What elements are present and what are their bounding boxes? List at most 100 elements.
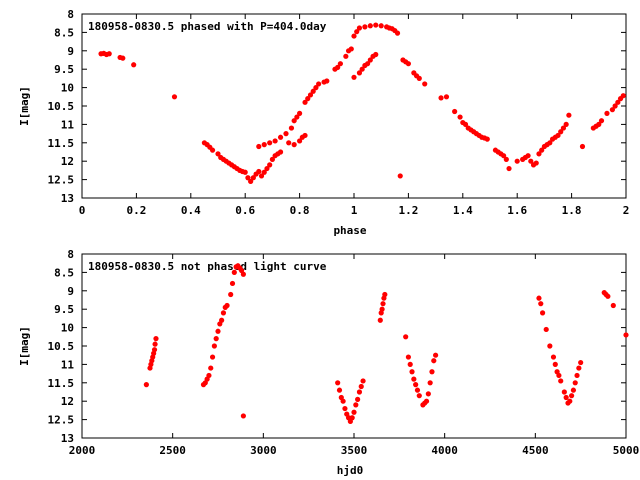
data-point — [560, 125, 567, 131]
data-point — [623, 332, 629, 338]
data-point — [305, 96, 311, 102]
data-point — [411, 376, 417, 382]
data-point — [256, 168, 262, 175]
data-point — [248, 178, 254, 185]
data-point — [556, 372, 562, 379]
plot-frame — [81, 13, 627, 199]
data-point — [215, 151, 221, 157]
y-tick-label: 10.5 — [48, 340, 75, 353]
data-point — [561, 389, 567, 395]
data-point — [291, 118, 297, 124]
data-point — [348, 46, 354, 52]
data-point — [269, 156, 275, 162]
data-point — [335, 64, 341, 70]
data-point — [403, 334, 409, 340]
data-point — [558, 378, 564, 384]
data-point — [359, 66, 365, 72]
data-point — [286, 140, 292, 146]
data-point — [313, 85, 319, 91]
data-point — [354, 29, 360, 35]
y-tick-label: 12.5 — [48, 414, 75, 427]
data-point — [342, 405, 348, 412]
data-point — [514, 158, 520, 164]
y-tick-label: 11.5 — [48, 377, 75, 390]
data-point — [572, 380, 578, 386]
data-point — [228, 291, 234, 298]
y-tick-label: 11 — [61, 358, 75, 371]
chart-title: 180958-0830.5 phased with P=404.0day — [88, 20, 327, 33]
data-point — [425, 391, 431, 397]
data-point — [264, 165, 270, 172]
data-point — [356, 70, 363, 76]
data-point — [503, 156, 509, 162]
x-tick-label: 4000 — [431, 444, 458, 457]
data-point — [547, 140, 553, 146]
data-point — [407, 361, 413, 367]
y-tick-label: 8.5 — [54, 26, 74, 39]
data-point — [543, 326, 549, 333]
data-point — [288, 125, 295, 131]
data-point — [574, 372, 580, 379]
data-point — [501, 153, 507, 159]
data-point — [423, 398, 430, 404]
data-point — [258, 173, 265, 179]
data-point — [367, 23, 373, 29]
y-axis-label: I[mag] — [18, 86, 31, 126]
y-tick-label: 12 — [61, 395, 74, 408]
data-point — [355, 396, 361, 402]
data-point — [356, 25, 363, 31]
data-point — [277, 149, 284, 155]
y-tick-label: 12 — [61, 155, 74, 168]
data-point — [397, 173, 403, 179]
axis-ticks: 0 0.2 0.4 0.6 0.8 1 1.2 1.4 1.6 1.8 2 8 8.5 9 9.5 10 10.… — [48, 8, 630, 217]
data-point — [337, 61, 343, 67]
data-point — [349, 415, 355, 421]
data-point — [224, 302, 230, 309]
data-point — [209, 354, 216, 360]
x-tick-label: 2 — [623, 204, 630, 217]
data-point — [143, 382, 149, 388]
x-tick-label: 1.8 — [562, 204, 582, 217]
data-point — [569, 393, 575, 399]
data-point — [240, 413, 246, 419]
data-point — [538, 301, 544, 307]
data-point — [351, 33, 357, 39]
data-point — [358, 383, 364, 390]
x-tick-label: 0 — [79, 204, 86, 217]
data-point — [379, 306, 385, 312]
data-point — [353, 402, 359, 408]
data-point — [316, 81, 322, 87]
data-point — [579, 143, 586, 150]
data-point — [462, 121, 469, 127]
data-point — [245, 175, 251, 181]
data-point — [377, 317, 383, 323]
data-point — [533, 160, 539, 166]
data-point — [250, 175, 256, 181]
data-point — [310, 88, 316, 94]
data-point — [563, 121, 569, 127]
x-tick-label: 0.2 — [126, 204, 146, 217]
data-point — [267, 162, 273, 168]
data-point — [578, 359, 584, 366]
raw-light-curve-panel: 180958-0830.5 not phased light curve hjd… — [18, 248, 639, 477]
x-tick-label: 1.4 — [453, 204, 473, 217]
data-point — [340, 398, 346, 404]
data-point — [555, 132, 561, 139]
x-tick-label: 0.6 — [235, 204, 255, 217]
x-tick-label: 3500 — [341, 444, 368, 457]
data-point — [229, 280, 236, 287]
data-point — [429, 369, 435, 375]
data-point — [563, 394, 569, 401]
data-point — [220, 310, 227, 316]
y-tick-label: 11.5 — [48, 137, 75, 150]
data-point — [335, 380, 341, 386]
data-point — [405, 61, 411, 67]
data-points — [98, 22, 626, 185]
data-point — [484, 136, 490, 142]
data-point — [547, 343, 553, 349]
data-point — [365, 61, 371, 67]
data-point — [598, 118, 605, 124]
x-tick-label: 2500 — [159, 444, 186, 457]
data-point — [413, 382, 419, 388]
